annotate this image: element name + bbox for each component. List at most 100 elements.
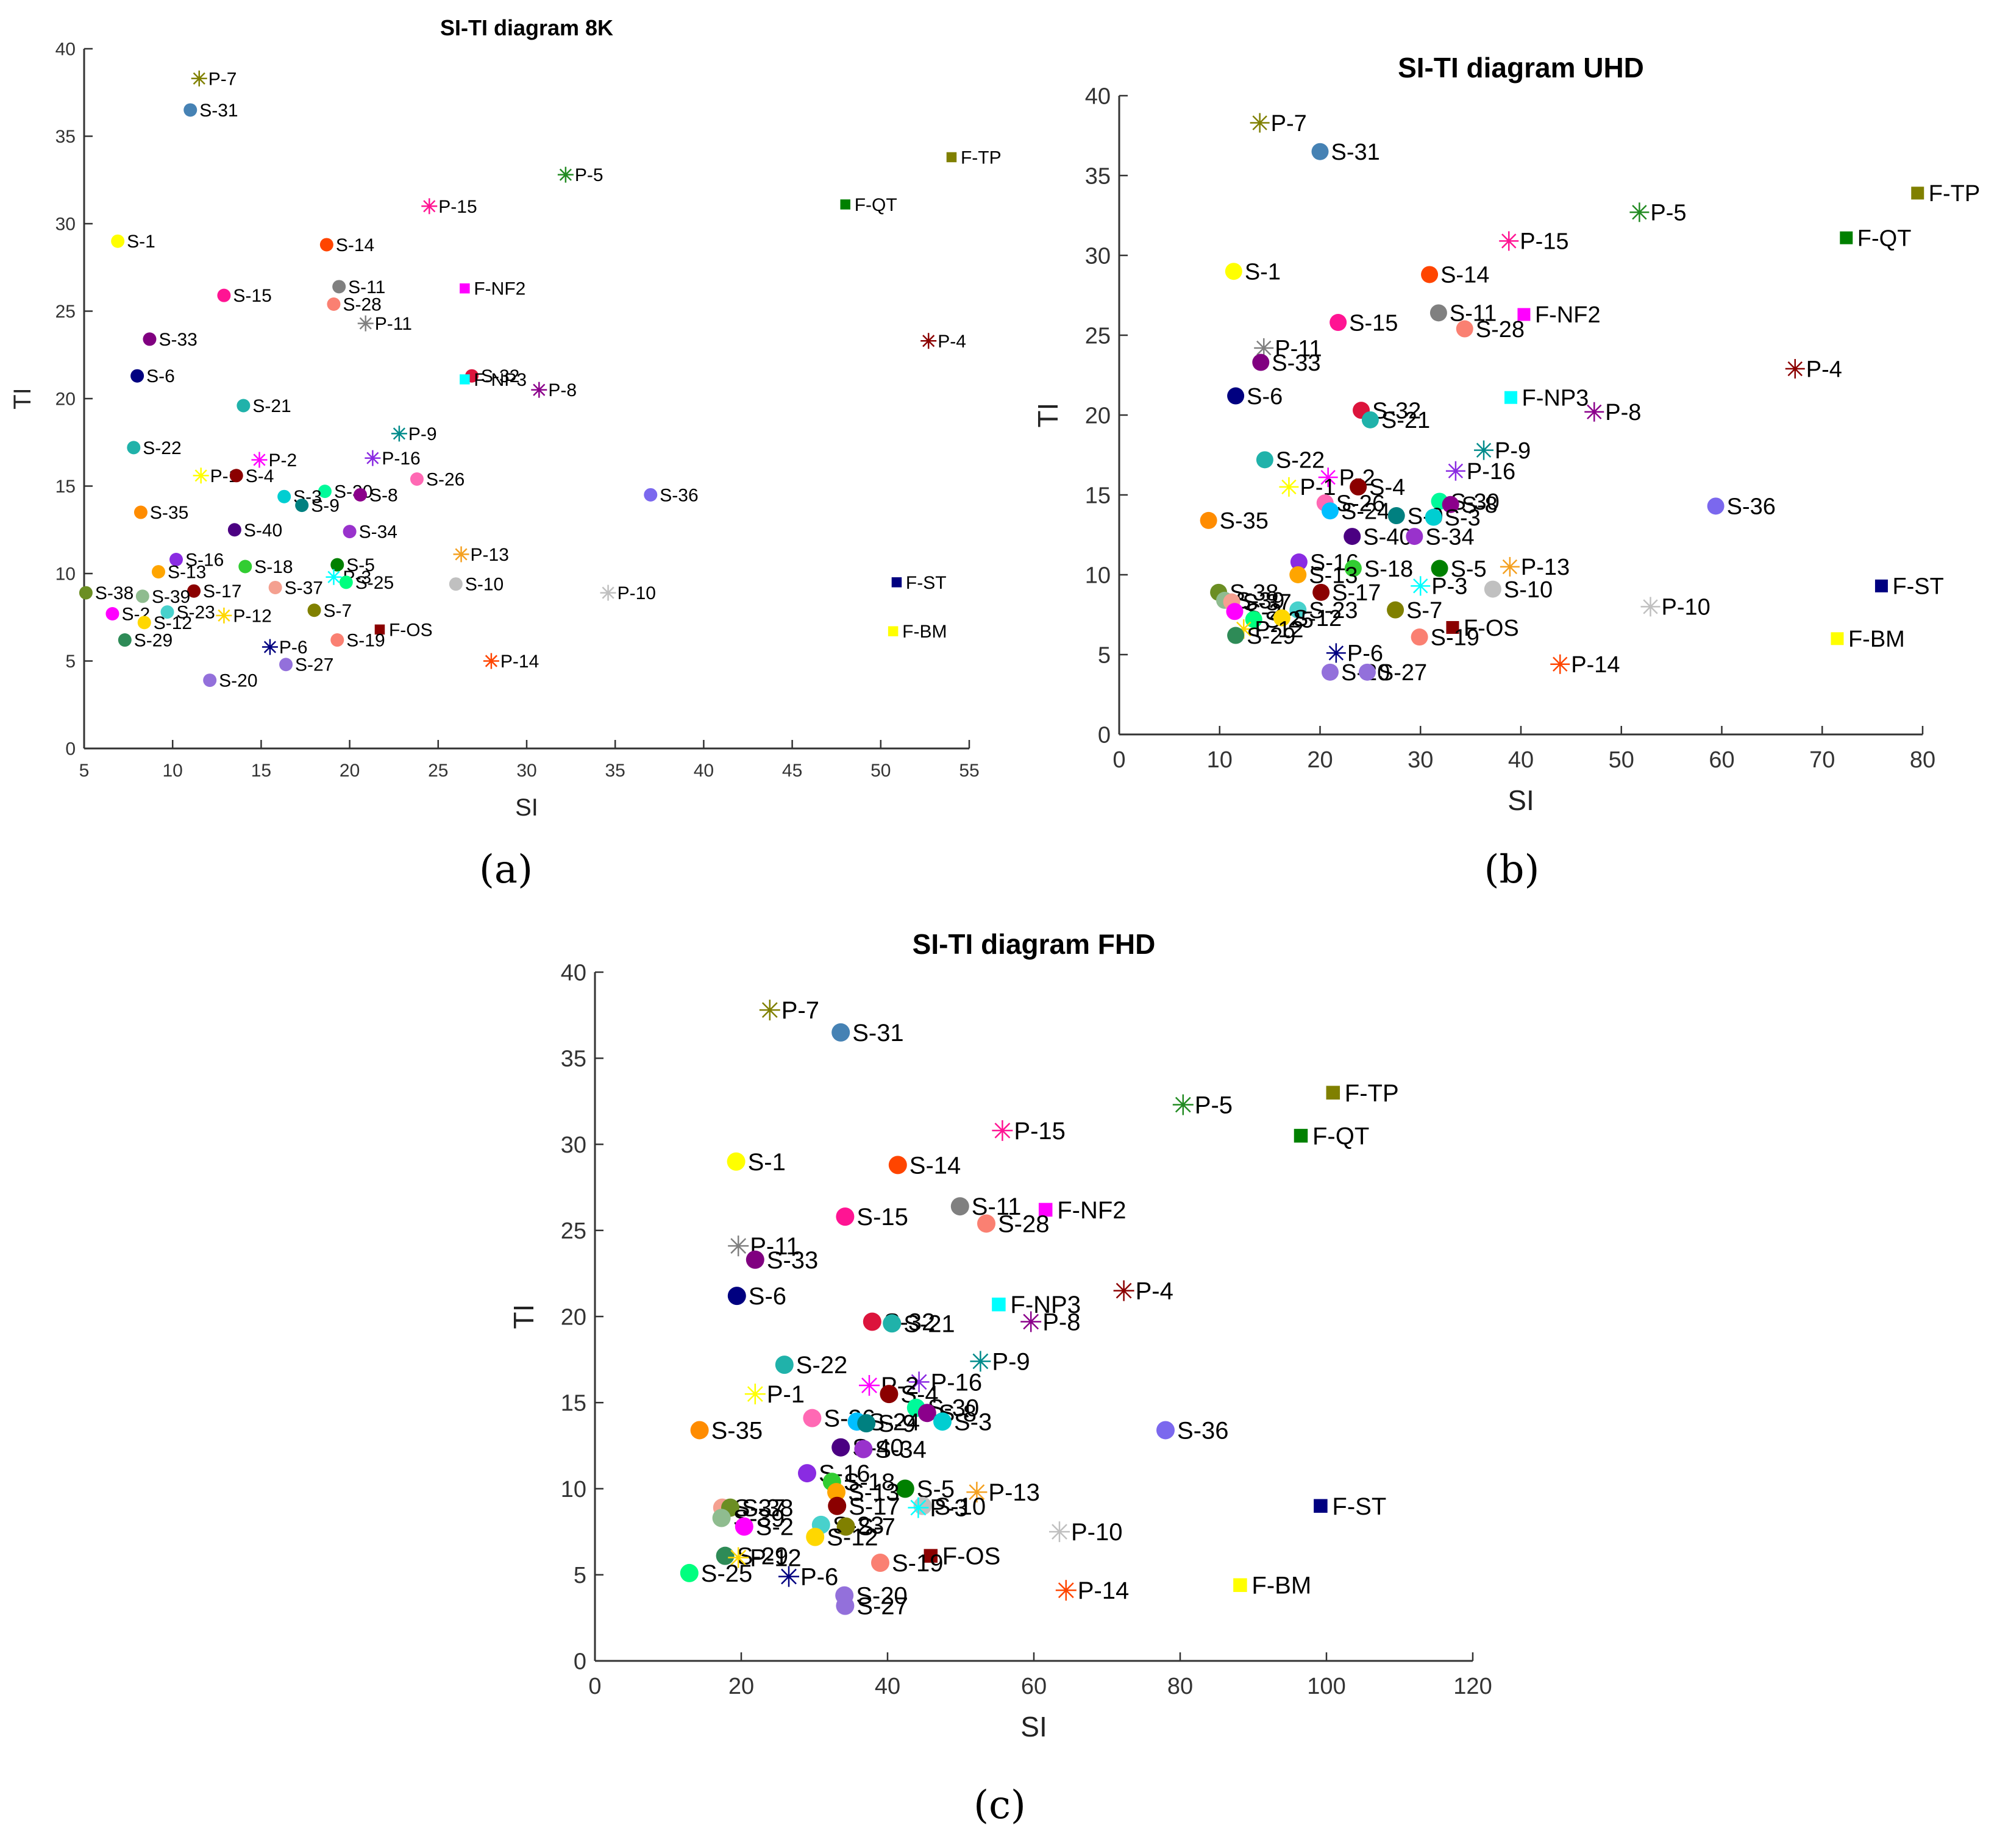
data-point-p-7: P-7	[759, 997, 819, 1024]
point-label: F-ST	[1332, 1493, 1386, 1520]
point-marker	[970, 1351, 991, 1372]
point-label: S-28	[998, 1210, 1050, 1237]
x-tick-label: 15	[251, 761, 271, 781]
data-point-f-st: F-ST	[1874, 574, 1944, 600]
point-label: P-15	[438, 197, 477, 217]
point-label: F-QT	[1312, 1123, 1369, 1150]
x-tick-label: 30	[516, 761, 536, 781]
point-label: S-2	[756, 1514, 794, 1541]
point-marker	[775, 1356, 794, 1374]
point-marker	[1358, 663, 1376, 681]
y-tick-label: 15	[55, 477, 76, 497]
point-marker	[1429, 304, 1447, 322]
point-marker	[277, 489, 291, 503]
point-marker	[1431, 560, 1448, 577]
data-point-s-38: S-38	[79, 583, 133, 603]
point-marker	[531, 382, 547, 398]
point-marker	[1831, 632, 1844, 645]
data-point-s-3: S-3	[1425, 505, 1481, 531]
data-point-s-28: S-28	[977, 1210, 1050, 1237]
point-label: S-32	[481, 366, 519, 386]
data-point-s-16: S-16	[169, 550, 224, 570]
point-label: P-5	[575, 165, 603, 185]
data-point-p-16: P-16	[365, 449, 421, 469]
point-label: S-37	[285, 578, 323, 598]
point-label: S-9	[878, 1410, 916, 1437]
point-marker	[828, 1496, 847, 1515]
data-point-s-23: S-23	[1289, 598, 1358, 624]
point-label: S-30	[334, 482, 372, 502]
point-label: S-27	[1378, 660, 1427, 686]
x-tick-label: 120	[1453, 1674, 1492, 1699]
point-marker	[1640, 597, 1661, 617]
point-label: S-13	[168, 563, 206, 583]
data-point-s-14: S-14	[319, 235, 374, 255]
point-marker	[1020, 1311, 1042, 1332]
point-marker	[1172, 1094, 1194, 1115]
data-point-s-10: S-10	[449, 575, 504, 595]
data-point-s-17: S-17	[1312, 580, 1381, 606]
point-marker	[735, 1517, 753, 1536]
point-marker	[690, 1421, 709, 1440]
point-marker	[1226, 603, 1244, 620]
data-point-s-10: S-10	[1484, 577, 1553, 603]
data-point-s-36: S-36	[1707, 494, 1776, 520]
point-marker	[160, 605, 174, 619]
point-marker	[460, 283, 470, 294]
data-point-f-tp: F-TP	[946, 147, 1002, 168]
point-label: P-13	[1521, 555, 1570, 580]
point-marker	[727, 1152, 746, 1171]
data-point-f-bm: F-BM	[888, 622, 947, 642]
data-point-p-4: P-4	[920, 332, 966, 352]
data-point-s-12: S-12	[137, 613, 192, 633]
point-marker	[1314, 1499, 1328, 1513]
point-label: P-15	[1520, 229, 1568, 255]
y-tick-label: 5	[65, 652, 76, 672]
data-point-s-19: S-19	[871, 1550, 944, 1577]
point-label: S-28	[343, 295, 381, 315]
point-marker	[1289, 601, 1307, 619]
point-marker	[859, 1375, 880, 1396]
point-label: F-BM	[1848, 627, 1905, 652]
x-tick-label: 0	[1112, 747, 1125, 773]
point-marker	[268, 580, 282, 594]
y-tick-label: 5	[1098, 642, 1111, 668]
point-label: S-33	[1272, 350, 1320, 376]
point-marker	[203, 673, 217, 688]
data-point-p-1: P-1	[744, 1381, 805, 1408]
x-axis-label: SI	[515, 794, 538, 821]
point-marker	[1500, 556, 1520, 577]
point-label: S-10	[1504, 577, 1553, 603]
data-point-s-25: S-25	[339, 573, 394, 593]
point-label: P-5	[1195, 1092, 1233, 1119]
data-point-s-38: S-38	[721, 1495, 794, 1522]
point-label: S-11	[348, 277, 385, 297]
point-marker	[374, 624, 385, 635]
point-marker	[1227, 387, 1245, 405]
y-tick-label: 5	[574, 1563, 586, 1588]
point-label: S-31	[852, 1020, 904, 1047]
point-label: S-26	[426, 470, 465, 490]
point-label: P-9	[992, 1348, 1030, 1375]
point-label: S-4	[246, 466, 274, 486]
data-point-s-21: S-21	[1361, 408, 1430, 433]
data-point-s-22: S-22	[127, 438, 182, 458]
point-marker	[1629, 202, 1650, 222]
point-marker	[151, 565, 165, 579]
point-label: P-12	[750, 1545, 802, 1572]
point-label: S-27	[295, 655, 333, 675]
point-marker	[933, 1412, 952, 1431]
point-marker	[449, 577, 463, 591]
point-label: S-25	[355, 573, 394, 593]
point-label: S-39	[152, 587, 190, 607]
point-label: S-29	[134, 631, 173, 651]
data-point-s-19: S-19	[1411, 625, 1479, 650]
point-label: S-18	[1364, 556, 1413, 582]
point-marker	[1321, 663, 1339, 681]
point-label: S-16	[185, 550, 224, 570]
data-point-p-8: P-8	[1020, 1309, 1080, 1335]
data-point-p-16: P-16	[1445, 459, 1515, 485]
point-label: S-11	[1450, 301, 1497, 327]
point-label: S-14	[1440, 263, 1489, 288]
point-label: S-23	[176, 603, 215, 623]
